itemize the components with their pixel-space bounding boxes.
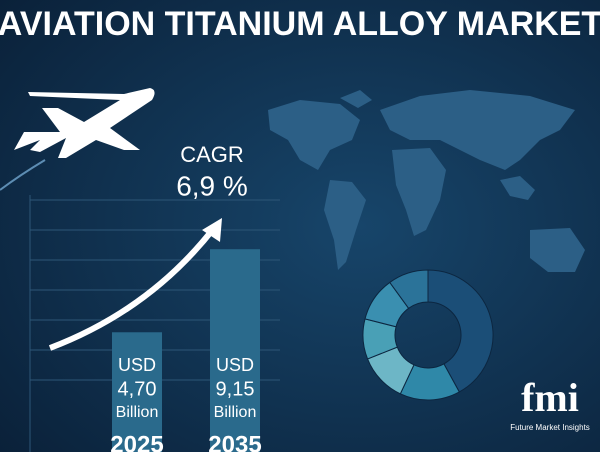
arrow-head bbox=[202, 218, 222, 242]
bar bbox=[210, 249, 260, 452]
donut-segment bbox=[427, 269, 494, 393]
value-label: 9,15 bbox=[216, 378, 255, 400]
airplane bbox=[14, 88, 155, 158]
x-tick-label: 2035 bbox=[208, 431, 261, 452]
value-suffix: Billion bbox=[116, 404, 159, 421]
logo-mark: fmi bbox=[521, 375, 579, 420]
chart-title: AVIATION TITANIUM ALLOY MARKET bbox=[0, 5, 600, 43]
annotation: 6,9 % bbox=[176, 170, 248, 201]
bar bbox=[112, 332, 162, 452]
world-map bbox=[268, 90, 585, 272]
value-prefix: USD bbox=[216, 355, 254, 375]
annotation: CAGR bbox=[180, 142, 244, 167]
value-label: 4,70 bbox=[118, 378, 157, 400]
value-suffix: Billion bbox=[214, 404, 257, 421]
growth-arrow bbox=[48, 226, 217, 351]
donut-segment bbox=[389, 269, 429, 310]
value-prefix: USD bbox=[118, 355, 156, 375]
contrail bbox=[0, 159, 46, 191]
x-tick-label: 2025 bbox=[110, 431, 163, 452]
logo-name: Future Market Insights bbox=[510, 423, 590, 432]
